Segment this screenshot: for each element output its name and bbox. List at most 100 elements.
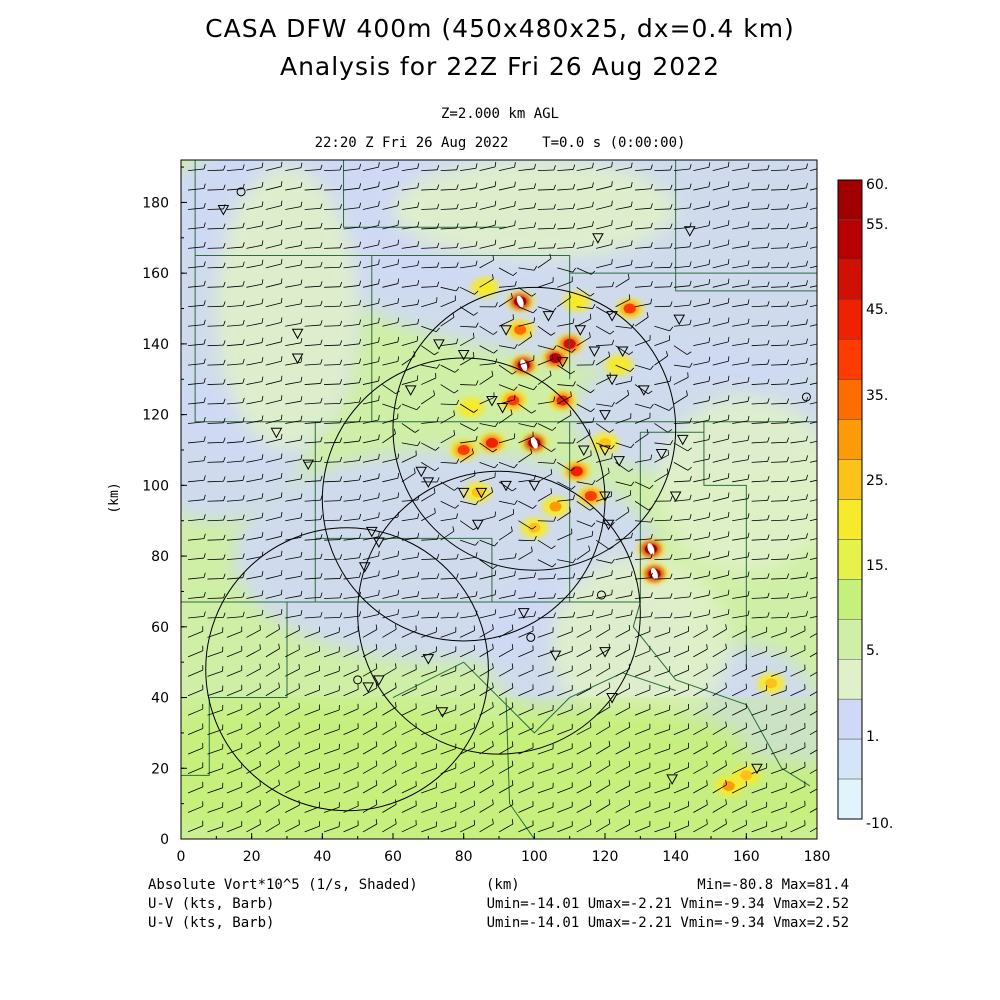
wind-barb-flag (456, 184, 459, 190)
wind-barb (440, 286, 457, 292)
wind-barb-flag (453, 487, 459, 491)
wind-barb (537, 826, 554, 833)
wind-barb-flag (571, 348, 576, 353)
radar-site (217, 205, 230, 216)
wind-barb-flag (592, 610, 594, 616)
wind-barb-flag (823, 663, 824, 668)
wind-barb-flag (417, 610, 420, 616)
wind-barb (498, 575, 515, 580)
wind-barb-flag (492, 448, 498, 453)
wind-barb (770, 728, 787, 736)
wind-barb (654, 826, 670, 833)
wind-barb-flag (300, 318, 303, 324)
wind-barb (790, 343, 807, 347)
wind-barb (673, 728, 689, 736)
wind-barb (382, 458, 399, 463)
wind-barb-flag (456, 612, 459, 618)
wind-barb (343, 226, 360, 230)
wind-barb (790, 459, 807, 463)
wind-barb (654, 423, 669, 433)
wind-barb-flag (378, 512, 380, 518)
wind-barb (537, 169, 554, 172)
wind-barb-flag (300, 610, 303, 616)
wind-barb (188, 168, 205, 172)
wind-barb (712, 419, 729, 424)
wind-barb-flag (280, 336, 283, 342)
wind-barb-flag (590, 722, 592, 728)
wind-barb (557, 577, 574, 580)
wind-barb-flag (628, 683, 631, 689)
wind-barb (343, 304, 360, 308)
wind-barb (518, 479, 535, 483)
vorticity-core (549, 501, 562, 512)
wind-barb-flag (339, 184, 343, 190)
wind-barb (401, 340, 418, 347)
wind-barb (479, 784, 494, 794)
wind-barb-flag (474, 541, 479, 546)
wind-barb-flag (320, 397, 323, 404)
wind-barb-flag (359, 397, 362, 403)
wind-barb-flag (223, 184, 226, 190)
station-markers (217, 187, 811, 785)
wind-barb-flag (300, 337, 303, 343)
colorbar-swatch (837, 579, 863, 620)
wind-barb-flag (223, 340, 226, 346)
wind-barb (732, 439, 749, 444)
wind-barb (207, 500, 224, 502)
vorticity-core (570, 296, 583, 307)
wind-barb (537, 208, 554, 210)
wind-barb (809, 343, 817, 347)
wind-barb-flag (708, 531, 711, 537)
wind-barb (615, 264, 632, 269)
wind-barb (304, 383, 321, 385)
wind-barb (809, 615, 817, 619)
wind-barb-flag (378, 278, 380, 284)
wind-barb-flag (592, 221, 594, 227)
x-tick-label: 180 (804, 849, 831, 865)
wind-barb-flag (280, 570, 283, 576)
wind-barb-flag (359, 319, 362, 325)
wind-barb-flag (455, 286, 460, 292)
wind-barb-flag (280, 472, 283, 479)
wind-barb-flag (494, 541, 499, 547)
wind-barb-flag (630, 182, 633, 188)
wind-barb (790, 630, 806, 638)
wind-barb-flag (650, 404, 654, 409)
wind-barb (751, 480, 768, 483)
wind-barb-flag (261, 609, 264, 615)
wind-barb-flag (689, 362, 693, 368)
wind-barb-flag (592, 360, 595, 365)
wind-barb-flag (261, 240, 264, 246)
wind-barb-flag (708, 570, 711, 576)
wind-barb (712, 477, 729, 483)
wind-barb (304, 188, 321, 191)
wind-barb (673, 786, 689, 794)
wind-barb (421, 709, 437, 716)
radar-site (606, 311, 618, 322)
wind-barb-flag (339, 456, 343, 462)
wind-barb (285, 459, 302, 463)
wind-barb-flag (436, 164, 440, 170)
wind-barb-flag (590, 780, 592, 786)
colorbar-label: 25. (866, 473, 888, 489)
wind-barb-flag (569, 506, 572, 512)
wind-barb-flag (747, 396, 750, 402)
wind-barb-flag (727, 200, 730, 206)
wind-barb (421, 826, 437, 833)
wind-barb (401, 746, 417, 755)
wind-barb-flag (397, 570, 400, 576)
wind-barb-flag (320, 495, 323, 501)
wind-barb-flag (727, 317, 730, 323)
wind-barb (226, 767, 242, 774)
wind-barb-flag (826, 551, 827, 556)
wind-barb (265, 784, 280, 794)
wind-barb (693, 478, 710, 483)
wind-barb-flag (280, 414, 283, 420)
wind-barb-flag (747, 377, 750, 383)
wind-barb (246, 361, 263, 366)
radar-site (302, 459, 315, 471)
wind-barb (362, 536, 379, 541)
wind-barb (188, 363, 205, 366)
chart-title: CASA DFW 400m (450x480x25, dx=0.4 km) (205, 14, 795, 43)
wind-barb (207, 651, 223, 658)
